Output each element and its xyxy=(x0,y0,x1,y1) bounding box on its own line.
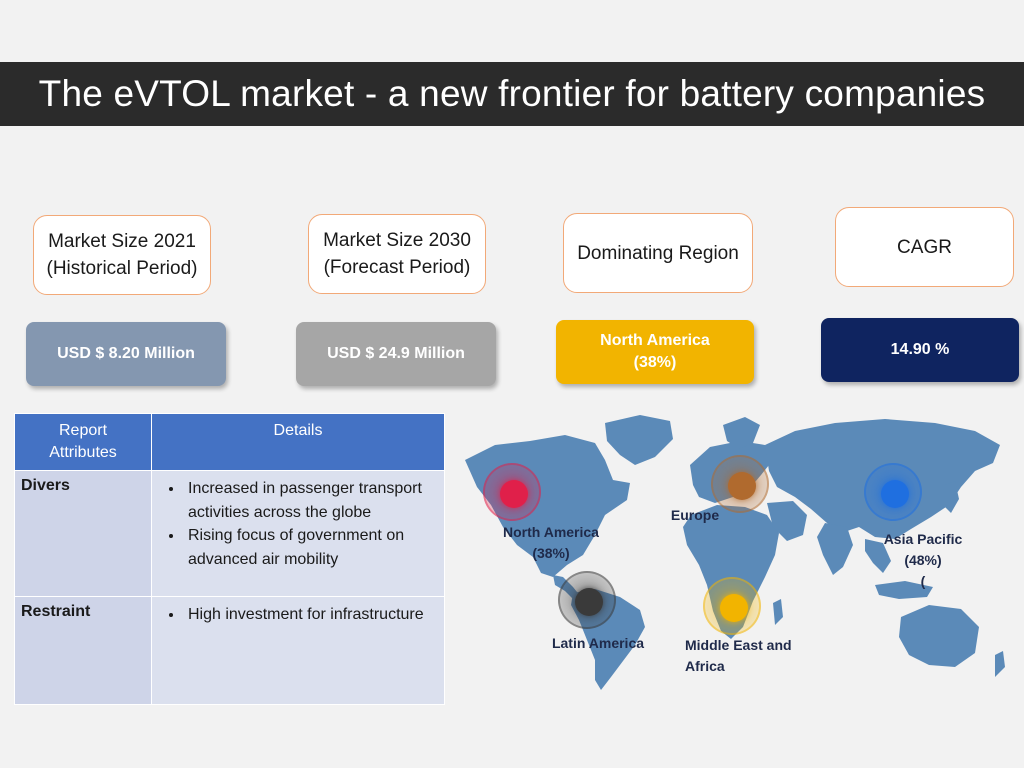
asia-pacific-bubble xyxy=(864,463,922,521)
metric-value-dominating-region: North America (38%) xyxy=(556,320,754,384)
indonesia-shape xyxy=(875,581,933,599)
header-report-attributes: Report Attributes xyxy=(14,413,152,471)
page-title: The eVTOL market - a new frontier for ba… xyxy=(0,62,1024,126)
north-america-bubble xyxy=(483,463,541,521)
region-label-middle-east-africa: Middle East and Africa xyxy=(685,637,792,674)
australia-shape xyxy=(899,605,979,667)
metric-label-market-size-2021: Market Size 2021 (Historical Period) xyxy=(33,215,211,295)
attribute-restraint: Restraint xyxy=(14,596,152,705)
metric-value-market-size-2021: USD $ 8.20 Million xyxy=(26,322,226,386)
north-america-bubble-core xyxy=(500,480,528,508)
asia-pacific-bubble-core xyxy=(881,480,909,508)
metric-value-cagr: 14.90 % xyxy=(821,318,1019,382)
new-zealand-shape xyxy=(995,651,1005,677)
metric-label-market-size-2030: Market Size 2030 (Forecast Period) xyxy=(308,214,486,294)
region-label-europe: Europe xyxy=(670,507,720,523)
middle-east-africa-bubble-core xyxy=(720,594,748,622)
latin-america-bubble xyxy=(558,571,616,629)
middle-east-africa-bubble xyxy=(703,577,761,635)
report-attributes-table: Report Attributes Details Divers Increas… xyxy=(14,413,445,705)
list-item: Rising focus of government on advanced a… xyxy=(184,524,438,571)
metric-value-market-size-2030: USD $ 24.9 Million xyxy=(296,322,496,386)
india-shape xyxy=(817,523,853,575)
region-label-asia-pacific: Asia Pacific (48%) ( xyxy=(883,531,963,589)
greenland-shape xyxy=(605,415,673,465)
scandinavia-shape xyxy=(723,417,760,449)
region-label-north-america: North America (38%) xyxy=(503,524,599,561)
metric-label-cagr: CAGR xyxy=(835,207,1014,287)
details-restraint: High investment for infrastructure xyxy=(151,596,445,705)
latin-america-bubble-core xyxy=(575,588,603,616)
japan-shape xyxy=(943,481,959,513)
table-header-row: Report Attributes Details xyxy=(14,413,445,471)
table-row: Restraint High investment for infrastruc… xyxy=(14,596,445,705)
middle-east-shape xyxy=(767,501,807,541)
table-row: Divers Increased in passenger transport … xyxy=(14,470,445,597)
list-item: Increased in passenger transport activit… xyxy=(184,477,438,524)
details-drivers: Increased in passenger transport activit… xyxy=(151,470,445,597)
header-details: Details xyxy=(151,413,445,471)
africa-shape xyxy=(683,505,779,639)
list-item: High investment for infrastructure xyxy=(184,603,438,627)
europe-bubble-core xyxy=(728,472,756,500)
southeast-asia-shape xyxy=(865,539,891,573)
attribute-drivers: Divers xyxy=(14,470,152,597)
header-report-attributes-text: Report Attributes xyxy=(49,422,117,461)
metric-label-dominating-region: Dominating Region xyxy=(563,213,753,293)
region-label-latin-america: Latin America xyxy=(551,635,645,651)
europe-bubble xyxy=(711,455,769,513)
world-map: North America (38%) Europe Asia Pacific … xyxy=(455,405,1015,695)
madagascar-shape xyxy=(773,599,783,625)
